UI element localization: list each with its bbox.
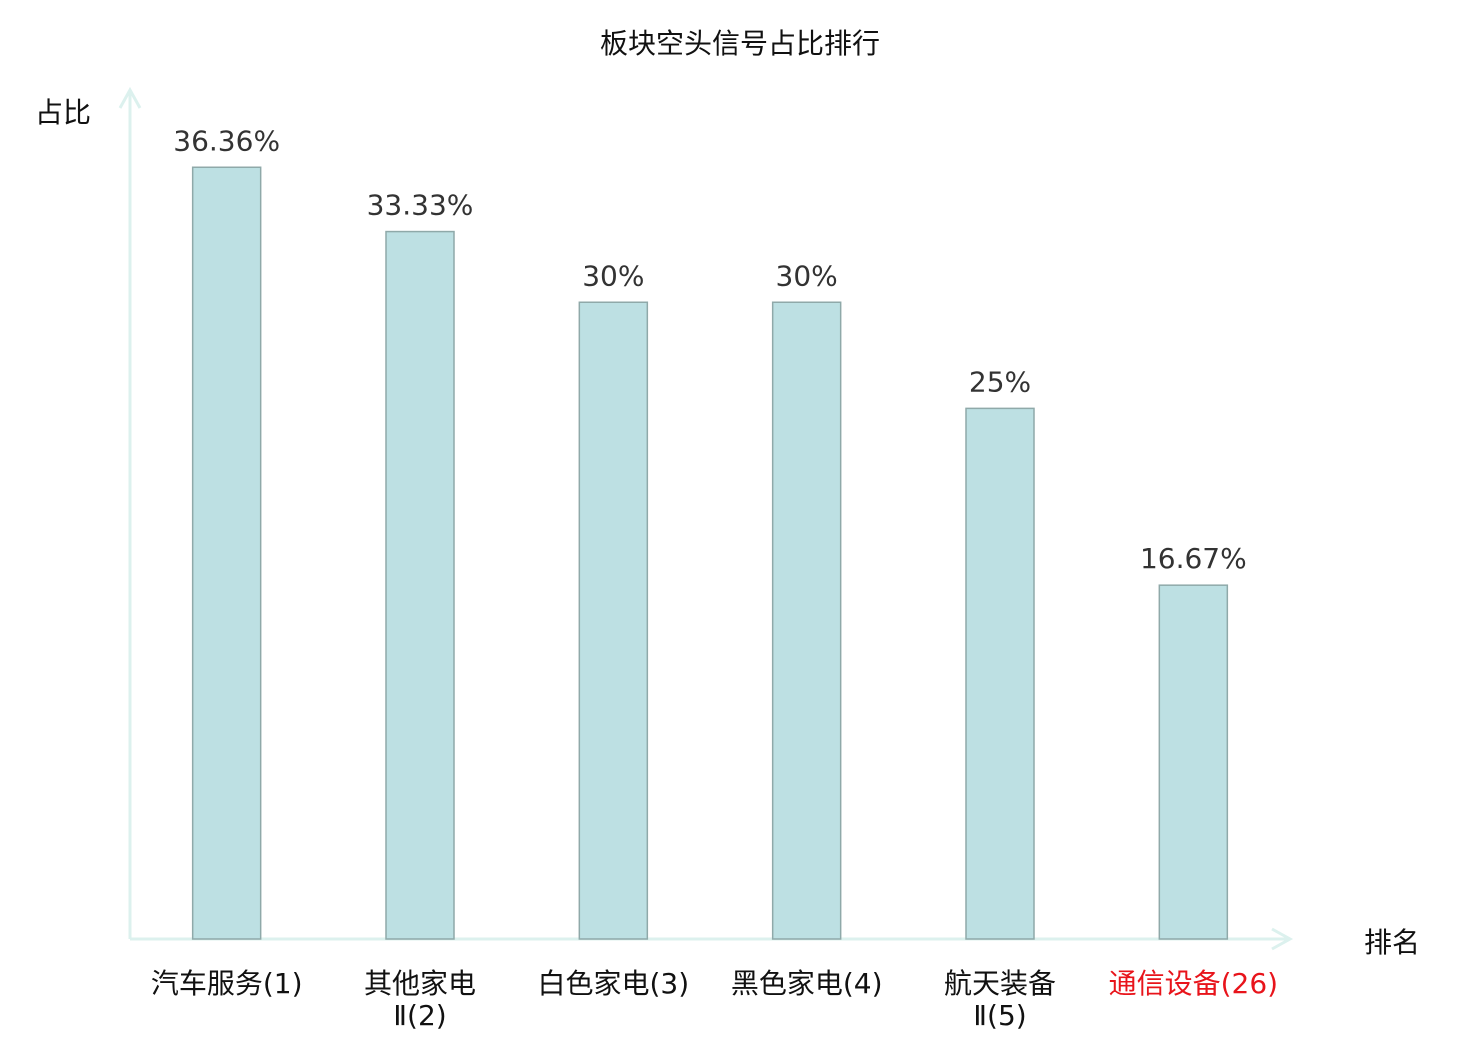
bar: [1158, 584, 1229, 940]
data-label: 30%: [776, 259, 838, 292]
y-axis-label: 占比: [35, 96, 91, 129]
chart-title: 板块空头信号占比排行: [600, 27, 880, 60]
x-axis-label: 排名: [1364, 926, 1420, 959]
labels: 36.36% 汽车服务(1) 33.33% 其他家电 Ⅱ(2) 30% 白色家电(3) 30%…: [151, 124, 1278, 1032]
axes: [118, 86, 1294, 951]
x-tick-label: 其他家电 Ⅱ(2): [364, 967, 476, 1032]
data-label: 25%: [969, 365, 1031, 398]
data-label: 33.33%: [367, 189, 474, 222]
bar: [578, 301, 649, 940]
data-label: 30%: [582, 259, 644, 292]
x-tick-label: 通信设备(26): [1109, 967, 1278, 1000]
x-tick-label: 黑色家电(4): [731, 967, 883, 1000]
bars: [191, 166, 1229, 940]
x-tick-label: 航天装备 Ⅱ(5): [944, 967, 1056, 1032]
bar: [385, 230, 455, 940]
x-axis-arrow-icon: [1271, 927, 1294, 951]
bar: [191, 166, 262, 940]
bar: [771, 301, 842, 940]
x-tick-label: 白色家电(3): [537, 967, 689, 1000]
data-label: 16.67%: [1140, 542, 1247, 575]
data-label: 36.36%: [173, 124, 280, 157]
x-tick-label: 汽车服务(1): [151, 967, 303, 1000]
bar: [965, 407, 1035, 940]
y-axis-arrow-icon: [118, 86, 142, 109]
